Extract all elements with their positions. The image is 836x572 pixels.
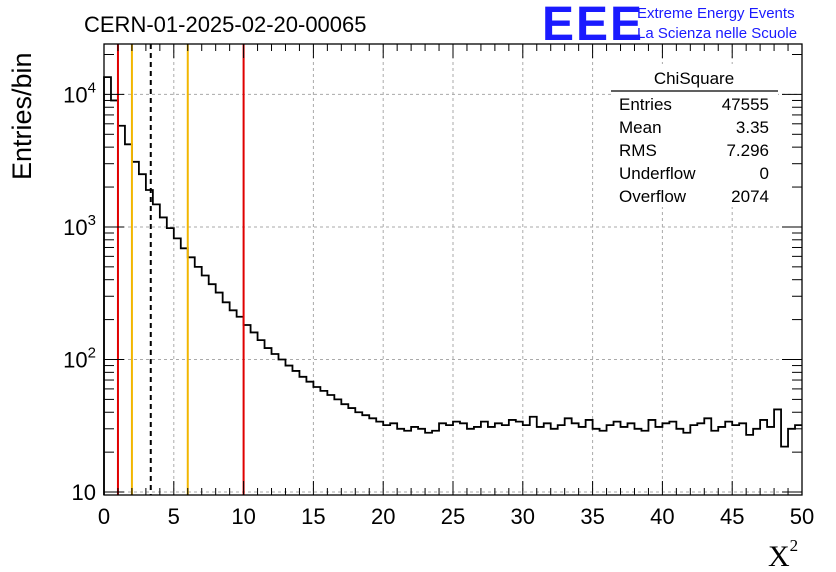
x-tick-label: 45 bbox=[720, 504, 744, 529]
x-axis-label: X2 bbox=[768, 536, 798, 572]
stats-box-title: ChiSquare bbox=[654, 69, 734, 88]
x-tick-label: 5 bbox=[168, 504, 180, 529]
y-tick-label: 103 bbox=[63, 212, 96, 240]
x-tick-label: 25 bbox=[441, 504, 465, 529]
y-tick-label-base: 10 bbox=[63, 82, 87, 107]
x-axis-tick-labels: 0 5 10 15 20 25 30 35 40 45 50 bbox=[98, 504, 814, 529]
stats-label-overflow: Overflow bbox=[619, 187, 687, 206]
stats-value-mean: 3.35 bbox=[736, 118, 769, 137]
y-tick-label-base: 10 bbox=[63, 347, 87, 372]
histogram-series bbox=[103, 76, 802, 495]
logo-line-1: Extreme Energy Events bbox=[637, 5, 795, 22]
stats-box-background bbox=[611, 64, 778, 207]
y-tick-label-base: 10 bbox=[63, 215, 87, 240]
stats-label-rms: RMS bbox=[619, 141, 657, 160]
y-tick-label-exponent: 3 bbox=[88, 212, 96, 229]
stats-box: ChiSquare Entries 47555 Mean 3.35 RMS 7.… bbox=[611, 64, 778, 207]
stats-value-rms: 7.296 bbox=[726, 141, 769, 160]
x-axis-label-exponent: 2 bbox=[790, 536, 799, 555]
y-tick-label: 102 bbox=[63, 344, 96, 372]
plot-frame bbox=[103, 43, 803, 496]
y-tick-label-exponent: 2 bbox=[88, 344, 96, 361]
reference-lines bbox=[116, 44, 245, 495]
eee-logo: EEE Extreme Energy Events La Scienza nel… bbox=[542, 0, 797, 51]
x-tick-label: 15 bbox=[301, 504, 325, 529]
y-tick-label-base: 10 bbox=[72, 480, 96, 505]
logo-acronym: EEE bbox=[542, 0, 644, 51]
x-tick-label: 30 bbox=[511, 504, 535, 529]
stats-label-entries: Entries bbox=[619, 95, 672, 114]
stats-label-mean: Mean bbox=[619, 118, 662, 137]
stats-value-entries: 47555 bbox=[722, 95, 769, 114]
stats-value-underflow: 0 bbox=[760, 164, 769, 183]
x-axis-label-base: X bbox=[768, 540, 790, 572]
y-tick-label: 104 bbox=[63, 79, 96, 107]
x-tick-label: 35 bbox=[580, 504, 604, 529]
logo-line-2: La Scienza nelle Scuole bbox=[637, 25, 797, 42]
stats-value-overflow: 2074 bbox=[731, 187, 769, 206]
y-tick-label-exponent: 4 bbox=[88, 79, 96, 96]
x-tick-label: 50 bbox=[790, 504, 814, 529]
y-axis-label: Entries/bin bbox=[7, 52, 37, 180]
x-tick-label: 0 bbox=[98, 504, 110, 529]
x-tick-label: 40 bbox=[650, 504, 674, 529]
y-tick-label: 10 bbox=[72, 480, 96, 505]
chart-title: CERN-01-2025-02-20-00065 bbox=[84, 12, 367, 37]
stats-label-underflow: Underflow bbox=[619, 164, 696, 183]
x-tick-label: 20 bbox=[371, 504, 395, 529]
histogram-step-line bbox=[103, 76, 802, 495]
x-tick-label: 10 bbox=[231, 504, 255, 529]
